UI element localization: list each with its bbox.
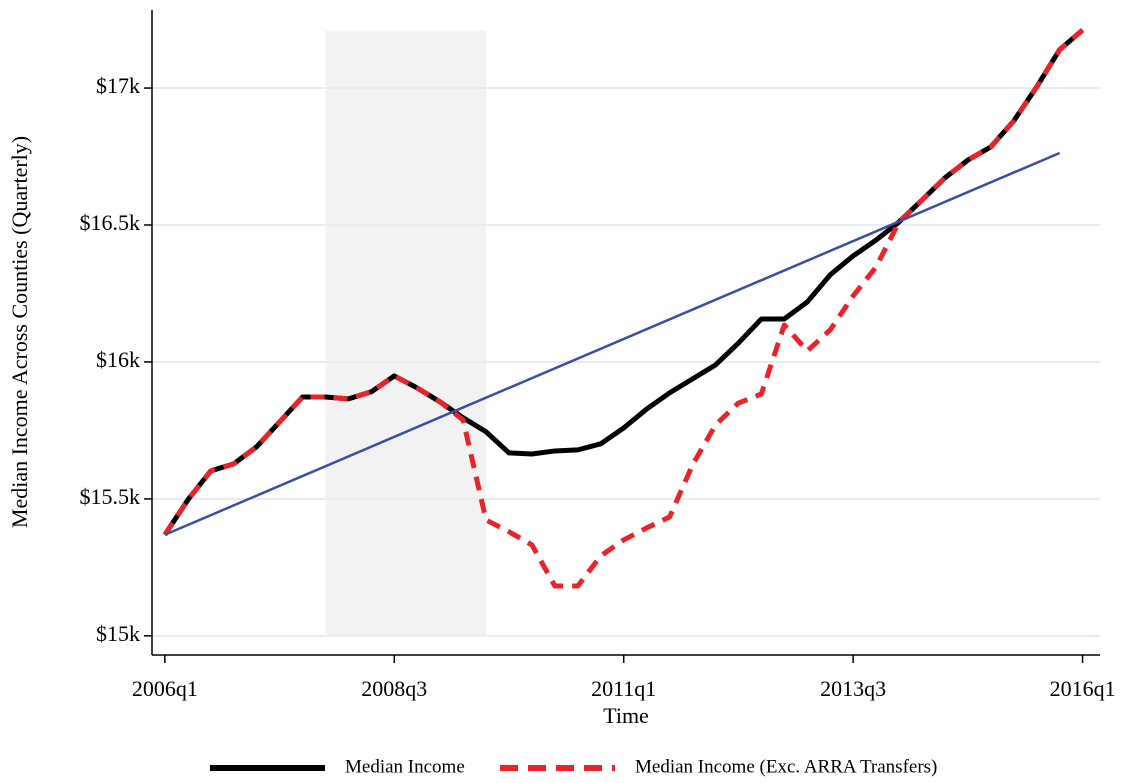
x-tick-label: 2011q1 — [591, 676, 656, 701]
x-tick-label: 2008q3 — [361, 676, 427, 701]
x-tick-label: 2006q1 — [132, 676, 198, 701]
y-tick-label: $16k — [96, 347, 140, 372]
x-tick-label: 2013q3 — [820, 676, 886, 701]
legend-label: Median Income (Exc. ARRA Transfers) — [635, 756, 937, 777]
series-line — [162, 28, 1085, 537]
y-tick-label: $16.5k — [80, 210, 141, 235]
y-axis-label: Median Income Across Counties (Quarterly… — [7, 136, 32, 528]
y-tick-label: $17k — [96, 73, 140, 98]
legend-label: Median Income — [345, 756, 465, 777]
shaded-region — [325, 30, 487, 636]
y-tick-label: $15.5k — [80, 484, 141, 509]
trend-line — [164, 151, 1061, 536]
x-axis-label: Time — [603, 703, 649, 728]
y-tick-label: $15k — [96, 621, 140, 646]
x-tick-label: 2016q1 — [1050, 676, 1116, 701]
series-line — [162, 28, 1085, 589]
